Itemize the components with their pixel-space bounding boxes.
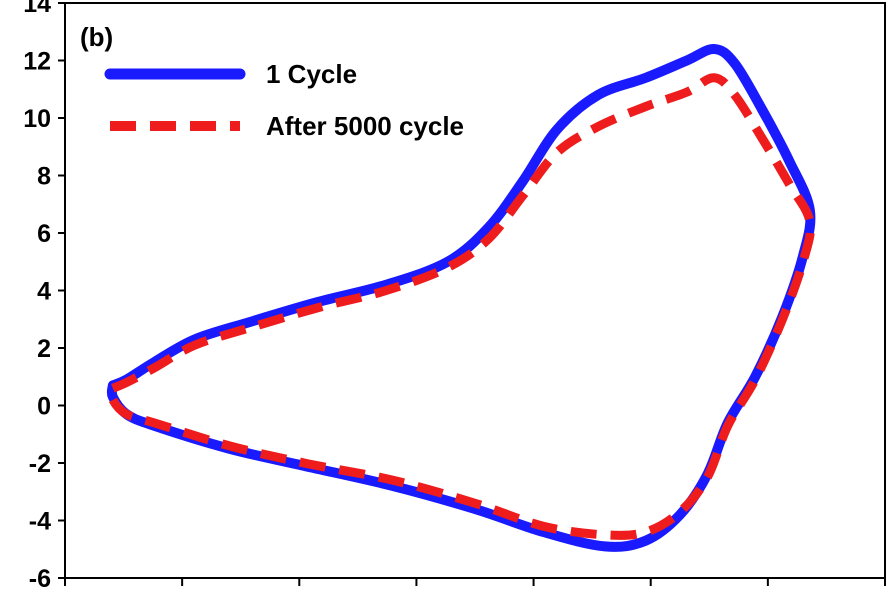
panel-label: (b): [80, 22, 113, 52]
series-line-1-cycle: [106, 44, 816, 552]
y-tick-label: 10: [23, 105, 51, 133]
x-axis: [64, 578, 886, 586]
plot-border: [64, 2, 886, 579]
y-tick-label: 14: [23, 0, 51, 18]
y-tick-label: 8: [37, 163, 51, 191]
y-tick-label: -2: [29, 450, 51, 478]
y-tick-label: 2: [37, 335, 51, 363]
y-tick-label: 4: [37, 278, 51, 306]
legend-label-after-5000-cycle: After 5000 cycle: [266, 111, 464, 141]
y-tick-label: -4: [29, 508, 51, 536]
y-axis: -6 -4 -2 0 2 4 6 8 10 12 14: [23, 0, 65, 593]
y-tick-label: 0: [37, 393, 51, 421]
y-tick-label: 12: [23, 48, 51, 76]
plot-frame: [64, 2, 886, 579]
legend-label-1-cycle: 1 Cycle: [266, 59, 357, 89]
y-tick-label: -6: [29, 565, 51, 593]
y-tick-label: 6: [37, 220, 51, 248]
series-line-after-5000-cycle: [107, 73, 815, 540]
legend: 1 Cycle After 5000 cycle: [104, 59, 464, 141]
series-lines: [106, 44, 816, 552]
